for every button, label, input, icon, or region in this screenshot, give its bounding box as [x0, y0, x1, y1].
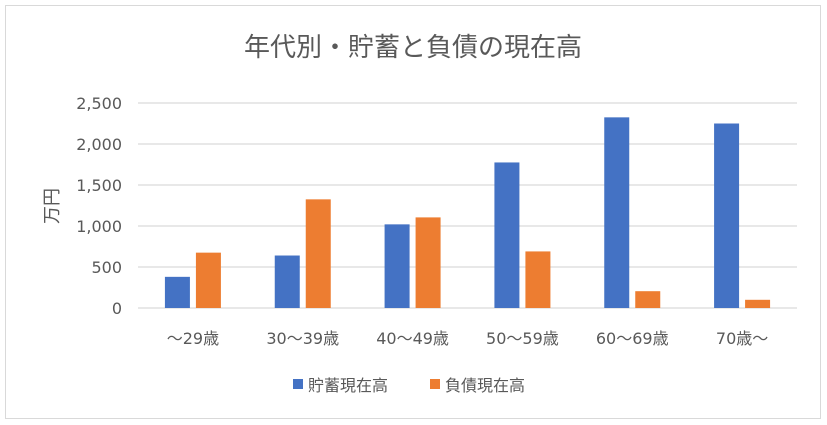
y-tick-label: 2,500 — [76, 94, 122, 113]
y-tick-label: 1,000 — [76, 217, 122, 236]
x-tick-label: 70歳～ — [716, 329, 768, 348]
legend-label: 負債現在高 — [445, 376, 525, 395]
y-tick-label: 2,000 — [76, 135, 122, 154]
bar-savings — [604, 117, 630, 308]
bar-debt — [635, 291, 661, 308]
bar-debt — [415, 217, 441, 308]
y-tick-label: 1,500 — [76, 176, 122, 195]
bar-debt — [305, 199, 331, 308]
y-tick-label: 0 — [112, 299, 122, 318]
x-tick-label: ～29歳 — [167, 329, 219, 348]
bar-savings — [164, 276, 190, 308]
x-tick-label: 40～49歳 — [376, 329, 449, 348]
bar-savings — [714, 123, 740, 308]
x-tick-label: 50～59歳 — [486, 329, 559, 348]
y-tick-label: 500 — [91, 258, 122, 277]
bar-debt — [745, 299, 771, 308]
y-axis-label: 万円 — [42, 188, 63, 224]
legend-label: 貯蓄現在高 — [308, 376, 388, 395]
bar-savings — [494, 162, 520, 308]
bar-debt — [525, 251, 551, 308]
legend-swatch — [293, 379, 303, 389]
x-tick-label: 30～39歳 — [266, 329, 339, 348]
bar-savings — [274, 255, 300, 308]
legend-swatch — [430, 379, 440, 389]
chart-border — [5, 5, 821, 419]
bar-debt — [195, 252, 221, 308]
chart-title: 年代別・貯蓄と負債の現在高 — [244, 33, 582, 63]
x-tick-label: 60～69歳 — [596, 329, 669, 348]
bar-savings — [384, 224, 410, 308]
